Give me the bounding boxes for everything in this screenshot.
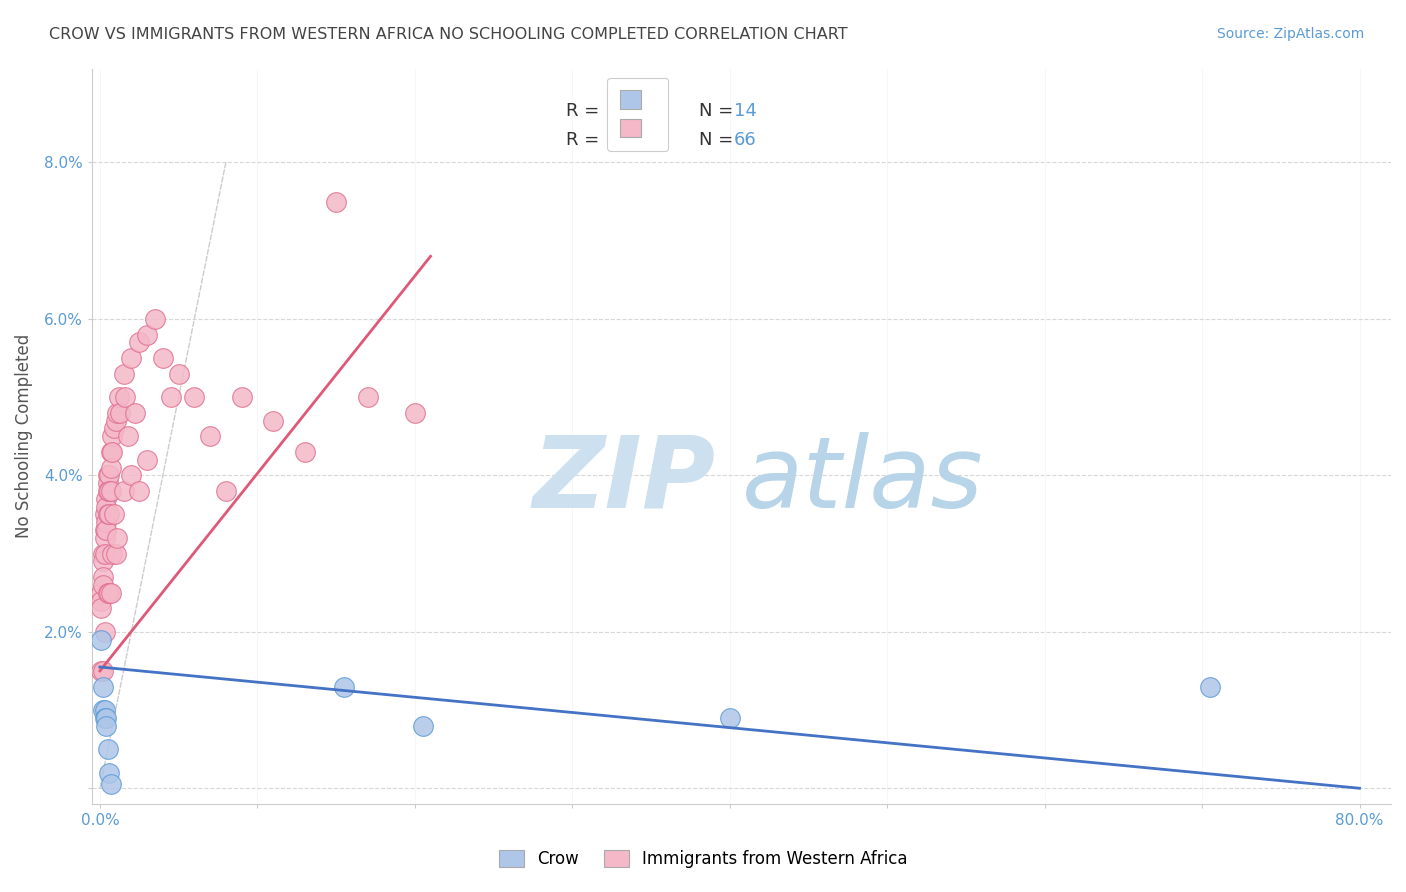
Point — [198, 429, 221, 443]
Point — [107, 390, 129, 404]
Point — [159, 390, 181, 404]
Point — [97, 468, 120, 483]
Point — [97, 476, 120, 491]
Point — [215, 483, 238, 498]
Point — [91, 554, 114, 568]
Point — [96, 719, 118, 733]
Text: 0.480: 0.480 — [612, 131, 662, 149]
Point — [104, 547, 127, 561]
Point — [100, 483, 122, 498]
Point — [97, 483, 120, 498]
Point — [231, 390, 253, 404]
Text: CROW VS IMMIGRANTS FROM WESTERN AFRICA NO SCHOOLING COMPLETED CORRELATION CHART: CROW VS IMMIGRANTS FROM WESTERN AFRICA N… — [49, 27, 848, 42]
Point — [91, 547, 114, 561]
Point — [294, 445, 316, 459]
Point — [100, 445, 122, 459]
Point — [1199, 680, 1222, 694]
Point — [93, 508, 115, 522]
Point — [110, 406, 132, 420]
Point — [117, 429, 139, 443]
Point — [93, 531, 115, 545]
Text: 14: 14 — [734, 103, 756, 120]
Point — [128, 335, 150, 350]
Point — [120, 351, 142, 365]
Point — [91, 664, 114, 678]
Point — [128, 483, 150, 498]
Point — [104, 413, 127, 427]
Point — [105, 531, 128, 545]
Text: atlas: atlas — [741, 432, 983, 529]
Point — [91, 703, 114, 717]
Point — [90, 632, 112, 647]
Text: Source: ZipAtlas.com: Source: ZipAtlas.com — [1216, 27, 1364, 41]
Point — [96, 491, 118, 506]
Point — [325, 194, 347, 209]
Point — [97, 585, 120, 599]
Point — [98, 508, 121, 522]
Legend: , : , — [607, 78, 668, 151]
Point — [136, 452, 159, 467]
Text: R =: R = — [567, 103, 605, 120]
Point — [91, 578, 114, 592]
Point — [105, 406, 128, 420]
Point — [120, 468, 142, 483]
Point — [101, 429, 124, 443]
Point — [98, 483, 121, 498]
Point — [93, 711, 115, 725]
Text: 66: 66 — [734, 131, 756, 149]
Point — [114, 390, 136, 404]
Text: -0.353: -0.353 — [606, 103, 665, 120]
Y-axis label: No Schooling Completed: No Schooling Completed — [15, 334, 32, 539]
Point — [100, 777, 122, 791]
Point — [96, 500, 118, 514]
Point — [100, 585, 122, 599]
Text: R =: R = — [567, 131, 605, 149]
Point — [91, 680, 114, 694]
Text: ZIP: ZIP — [533, 432, 716, 529]
Point — [718, 711, 741, 725]
Legend: Crow, Immigrants from Western Africa: Crow, Immigrants from Western Africa — [492, 843, 914, 875]
Point — [124, 406, 146, 420]
Text: N =: N = — [699, 131, 738, 149]
Point — [103, 421, 125, 435]
Point — [167, 367, 190, 381]
Point — [112, 367, 135, 381]
Point — [152, 351, 174, 365]
Point — [101, 547, 124, 561]
Point — [183, 390, 205, 404]
Point — [90, 664, 112, 678]
Point — [96, 523, 118, 537]
Point — [93, 547, 115, 561]
Point — [98, 585, 121, 599]
Point — [93, 703, 115, 717]
Point — [101, 445, 124, 459]
Point — [97, 742, 120, 756]
Point — [262, 413, 284, 427]
Point — [136, 327, 159, 342]
Point — [412, 719, 434, 733]
Point — [143, 311, 166, 326]
Point — [98, 468, 121, 483]
Point — [90, 585, 112, 599]
Point — [91, 570, 114, 584]
Point — [333, 680, 356, 694]
Point — [100, 460, 122, 475]
Point — [98, 765, 121, 780]
Point — [112, 483, 135, 498]
Point — [356, 390, 378, 404]
Point — [90, 601, 112, 615]
Point — [93, 523, 115, 537]
Point — [90, 593, 112, 607]
Text: N =: N = — [699, 103, 738, 120]
Point — [97, 508, 120, 522]
Point — [96, 711, 118, 725]
Point — [103, 508, 125, 522]
Point — [96, 516, 118, 530]
Point — [93, 624, 115, 639]
Point — [404, 406, 426, 420]
